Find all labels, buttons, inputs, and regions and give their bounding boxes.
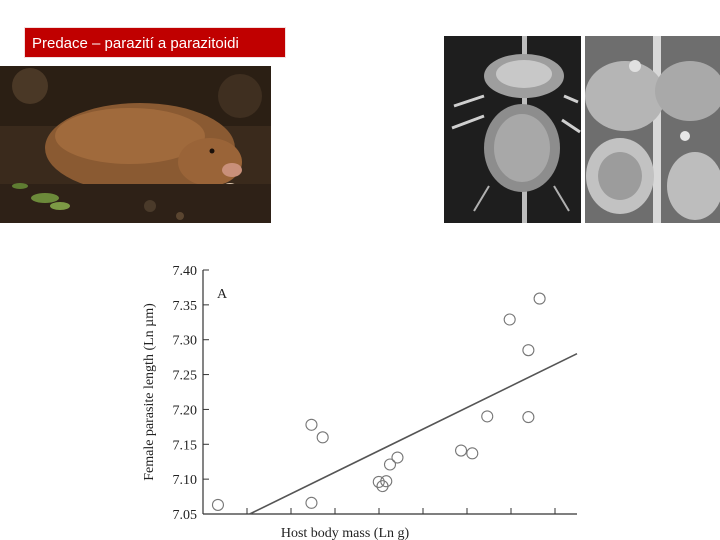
- y-tick-label: 7.15: [173, 438, 198, 453]
- louse-micrograph: [444, 36, 581, 223]
- data-point: [211, 498, 225, 511]
- data-point: [533, 292, 546, 305]
- data-point: [383, 458, 397, 471]
- mole-rat-photo: [0, 66, 271, 223]
- louse-micrograph-closeup: [585, 36, 720, 223]
- y-tick-label: 7.10: [173, 473, 198, 488]
- y-tick-label: 7.30: [173, 334, 198, 349]
- data-point: [372, 475, 385, 488]
- data-point: [481, 410, 494, 423]
- data-point: [391, 451, 404, 464]
- data-point: [503, 313, 516, 326]
- scatter-chart: 7.40 7.35 7.30 7.25 7.20 7.15 7.10 7.05 A Host bo…: [130, 255, 590, 540]
- data-point: [466, 447, 479, 460]
- y-tick-label: 7.35: [173, 299, 198, 314]
- y-tick-label: 7.20: [173, 403, 198, 418]
- x-axis-title: Host body mass (Ln g): [281, 526, 410, 540]
- regression-line: [249, 352, 578, 515]
- y-tick-label: 7.25: [173, 369, 198, 384]
- y-tick-label: 7.40: [173, 264, 198, 279]
- data-point: [380, 475, 393, 488]
- data-point: [522, 344, 535, 357]
- y-tick-label: 7.05: [173, 508, 198, 523]
- slide-title: Predace – parazití a parazitoidi: [24, 27, 286, 58]
- data-point: [305, 418, 318, 431]
- data-point: [305, 496, 318, 509]
- y-axis-title: Female parasite length (Ln µm): [142, 303, 157, 481]
- panel-label: A: [217, 287, 228, 302]
- data-point: [455, 444, 468, 457]
- data-point: [316, 431, 329, 444]
- data-point: [522, 411, 535, 424]
